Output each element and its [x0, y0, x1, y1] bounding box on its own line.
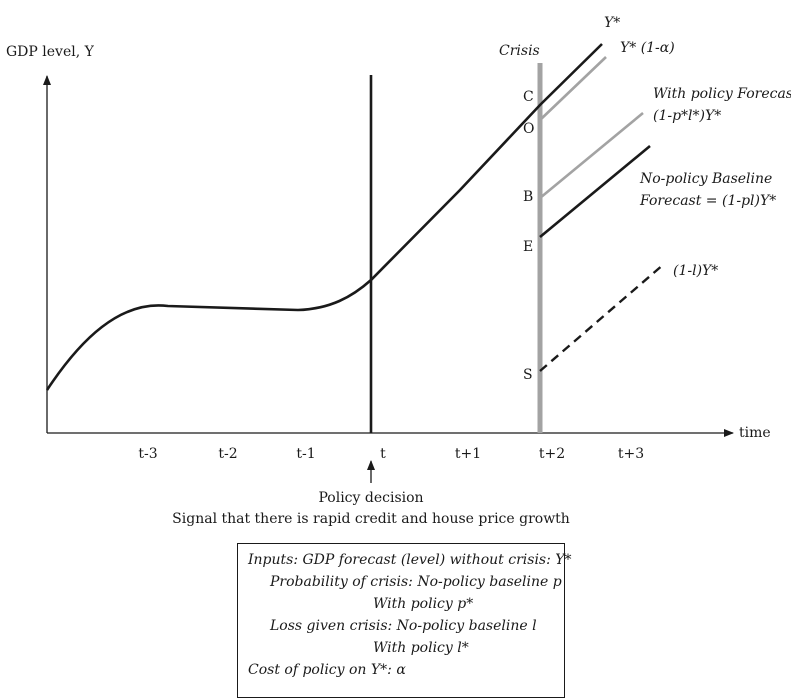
- cost-of-policy-line: [539, 56, 607, 121]
- loss-given-crisis-line: [539, 263, 665, 372]
- with-policy-label-2: (1-p*l*)Y*: [653, 108, 721, 124]
- ystar-label: Y*: [604, 15, 620, 31]
- no-policy-label-2: Forecast = (1-pl)Y*: [639, 193, 776, 209]
- policy-decision-signal: Signal that there is rapid credit and ho…: [172, 511, 570, 527]
- tick-label-t-1: t-1: [296, 446, 315, 462]
- with-policy-label-1: With policy Forecast: [653, 86, 791, 102]
- tick-label-t+3: t+3: [618, 446, 644, 462]
- tick-label-t: t: [380, 446, 386, 462]
- inputs-line-6: Cost of policy on Y*: α: [248, 662, 406, 678]
- point-o-label: O: [523, 121, 534, 137]
- y-axis-label: GDP level, Y: [6, 44, 95, 60]
- point-e-label: E: [523, 239, 533, 255]
- point-s-label: S: [523, 367, 533, 383]
- inputs-line-1: Inputs: GDP forecast (level) without cri…: [248, 552, 572, 568]
- policy-decision-title: Policy decision: [318, 490, 423, 506]
- no-policy-label-1: No-policy Baseline: [639, 171, 772, 187]
- inputs-line-3: With policy p*: [373, 596, 474, 612]
- inputs-box: Inputs: GDP forecast (level) without cri…: [237, 543, 572, 698]
- no-policy-line: [539, 144, 651, 239]
- inputs-line-4: Loss given crisis: No-policy baseline l: [270, 618, 537, 634]
- gdp-forecast-curve: [45, 43, 603, 391]
- loss-label: (1-l)Y*: [673, 263, 718, 279]
- crisis-label: Crisis: [499, 43, 540, 59]
- tick-label-t-3: t-3: [138, 446, 157, 462]
- point-b-label: B: [523, 189, 533, 205]
- point-c-label: C: [523, 89, 534, 105]
- tick-label-t-2: t-2: [218, 446, 237, 462]
- x-axis-label: time: [739, 425, 771, 441]
- inputs-line-2: Probability of crisis: No-policy baselin…: [270, 574, 562, 590]
- inputs-line-5: With policy l*: [373, 640, 469, 656]
- ystar-cost-label: Y* (1-α): [620, 40, 675, 56]
- tick-label-t+2: t+2: [539, 446, 565, 462]
- with-policy-line: [539, 111, 644, 200]
- tick-label-t+1: t+1: [455, 446, 481, 462]
